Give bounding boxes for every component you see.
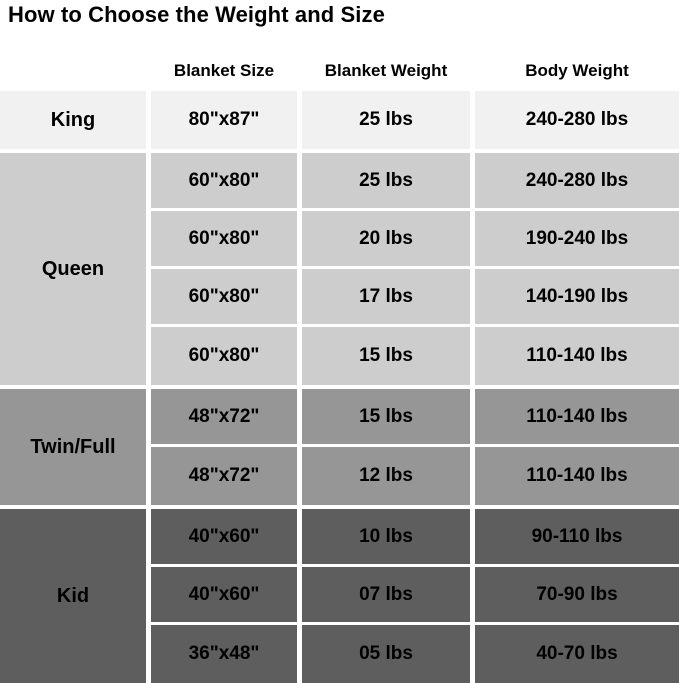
- group-rows: 60"x80" 25 lbs 240-280 lbs 60"x80" 20 lbs 190…: [151, 153, 679, 385]
- cell-body-weight: 240-280 lbs: [475, 91, 679, 149]
- cell-blanket-weight: 25 lbs: [302, 91, 470, 149]
- column-header-blanket-weight: Blanket Weight: [324, 61, 448, 80]
- table-row: 80"x87" 25 lbs 240-280 lbs: [151, 91, 679, 149]
- table-group-kid: Kid 40"x60" 10 lbs 90-110 lbs 40"x60" 07 lbs 7…: [0, 509, 679, 683]
- cell-body-weight: 70-90 lbs: [475, 567, 679, 622]
- cell-body-weight: 110-140 lbs: [475, 327, 679, 385]
- cell-body-weight: 40-70 lbs: [475, 625, 679, 683]
- cell-blanket-size: 40"x60": [151, 567, 297, 622]
- cell-blanket-size: 48"x72": [151, 447, 297, 505]
- table-row: 36"x48" 05 lbs 40-70 lbs: [151, 625, 679, 683]
- table-group-queen: Queen 60"x80" 25 lbs 240-280 lbs 60"x80" 20 l…: [0, 153, 679, 385]
- cell-body-weight: 110-140 lbs: [475, 447, 679, 505]
- group-rows: 80"x87" 25 lbs 240-280 lbs: [151, 91, 679, 149]
- cell-blanket-size: 60"x80": [151, 269, 297, 324]
- group-label: Kid: [0, 509, 146, 683]
- column-header-blanket-size: Blanket Size: [173, 61, 275, 80]
- cell-blanket-weight: 17 lbs: [302, 269, 470, 324]
- table-row: 48"x72" 12 lbs 110-140 lbs: [151, 447, 679, 505]
- cell-blanket-weight: 15 lbs: [302, 327, 470, 385]
- cell-blanket-size: 60"x80": [151, 153, 297, 208]
- table-row: 40"x60" 07 lbs 70-90 lbs: [151, 567, 679, 625]
- column-header-body-weight: Body Weight: [525, 61, 629, 80]
- table-row: 60"x80" 25 lbs 240-280 lbs: [151, 153, 679, 211]
- table-group-king: King 80"x87" 25 lbs 240-280 lbs: [0, 91, 679, 149]
- group-label: Queen: [0, 153, 146, 385]
- cell-body-weight: 190-240 lbs: [475, 211, 679, 266]
- cell-blanket-weight: 25 lbs: [302, 153, 470, 208]
- cell-blanket-size: 36"x48": [151, 625, 297, 683]
- group-label: Twin/Full: [0, 389, 146, 505]
- cell-blanket-weight: 05 lbs: [302, 625, 470, 683]
- cell-blanket-size: 48"x72": [151, 389, 297, 444]
- cell-blanket-weight: 15 lbs: [302, 389, 470, 444]
- cell-blanket-size: 60"x80": [151, 211, 297, 266]
- table-group-twin-full: Twin/Full 48"x72" 15 lbs 110-140 lbs 48"x72"…: [0, 389, 679, 505]
- cell-blanket-size: 80"x87": [151, 91, 297, 149]
- table-row: 60"x80" 20 lbs 190-240 lbs: [151, 211, 679, 269]
- column-header-row: Blanket Size Blanket Weight Body Weight: [0, 56, 679, 86]
- cell-body-weight: 110-140 lbs: [475, 389, 679, 444]
- group-rows: 48"x72" 15 lbs 110-140 lbs 48"x72" 12 lbs 110…: [151, 389, 679, 505]
- table-row: 40"x60" 10 lbs 90-110 lbs: [151, 509, 679, 567]
- cell-body-weight: 140-190 lbs: [475, 269, 679, 324]
- cell-blanket-weight: 20 lbs: [302, 211, 470, 266]
- group-rows: 40"x60" 10 lbs 90-110 lbs 40"x60" 07 lbs 70-9…: [151, 509, 679, 683]
- cell-blanket-weight: 12 lbs: [302, 447, 470, 505]
- weight-size-table: King 80"x87" 25 lbs 240-280 lbs Queen 60"x80"…: [0, 91, 679, 683]
- cell-body-weight: 90-110 lbs: [475, 509, 679, 564]
- group-label: King: [0, 91, 146, 149]
- cell-blanket-weight: 07 lbs: [302, 567, 470, 622]
- page-title: How to Choose the Weight and Size: [8, 2, 385, 27]
- table-row: 60"x80" 15 lbs 110-140 lbs: [151, 327, 679, 385]
- cell-blanket-weight: 10 lbs: [302, 509, 470, 564]
- cell-body-weight: 240-280 lbs: [475, 153, 679, 208]
- cell-blanket-size: 60"x80": [151, 327, 297, 385]
- table-row: 48"x72" 15 lbs 110-140 lbs: [151, 389, 679, 447]
- cell-blanket-size: 40"x60": [151, 509, 297, 564]
- table-row: 60"x80" 17 lbs 140-190 lbs: [151, 269, 679, 327]
